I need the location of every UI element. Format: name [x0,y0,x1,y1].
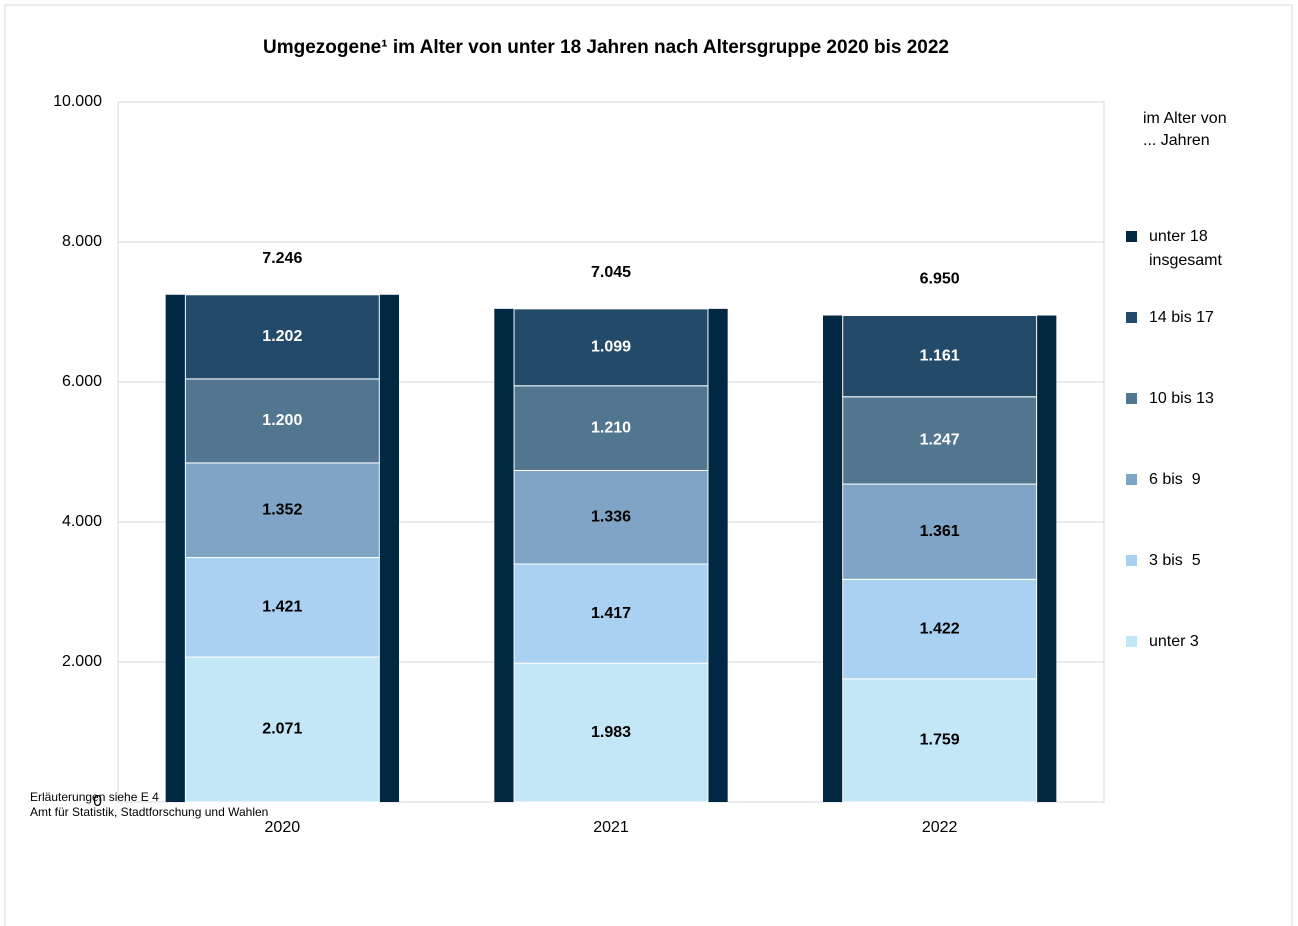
legend-swatch [1126,555,1137,566]
legend-swatch [1126,636,1137,647]
legend-label: 6 bis 9 [1149,471,1201,488]
footnote: Amt für Statistik, Stadtforschung und Wa… [30,805,269,819]
y-tick-label: 10.000 [53,93,102,110]
data-label: 1.421 [262,599,302,616]
data-label: 1.099 [591,339,631,356]
data-label: 1.200 [262,412,302,429]
bar-segment [184,462,380,559]
bar-segment [513,469,709,565]
bar-segment [184,656,380,803]
legend-item: 6 bis 9 [1126,469,1266,550]
data-label: 1.983 [591,724,631,741]
legend-title: im Alter von ... Jahren [1143,108,1251,152]
legend: im Alter von ... Jahren unter 18 insgesamt… [1126,108,1266,712]
y-tick-label: 4.000 [62,513,102,530]
footnote: Erläuterungen siehe E 4 [30,790,159,804]
legend-title-line: ... Jahren [1143,132,1210,149]
legend-swatch [1126,393,1137,404]
total-label: 6.950 [920,271,960,288]
bar-segment [184,557,380,658]
data-label: 1.161 [920,347,960,364]
y-tick-label: 6.000 [62,373,102,390]
bar-segment [842,483,1038,580]
bar-segment [842,678,1038,803]
bar-segment [842,396,1038,485]
data-label: 1.202 [262,328,302,345]
total-label: 7.045 [591,264,631,281]
legend-spacer [1126,152,1266,226]
data-label: 1.759 [920,732,960,749]
frame [4,4,1293,926]
legend-item: unter 18 insgesamt [1126,226,1266,307]
bar-segment [513,563,709,664]
x-tick-label: 2022 [922,819,958,836]
x-tick-label: 2020 [265,819,301,836]
footnotes: Erläuterungen siehe E 4 Amt für Statisti… [30,790,268,820]
legend-swatch [1126,312,1137,323]
data-label: 1.352 [262,501,302,518]
bar-segment [184,294,380,380]
data-label: 1.417 [591,605,631,622]
legend-label: 10 bis 13 [1149,390,1214,407]
bar-segment [842,315,1038,398]
legend-label: 3 bis 5 [1149,552,1201,569]
data-label: 1.361 [920,523,960,540]
legend-item: unter 3 [1126,631,1266,712]
x-tick-label: 2021 [593,819,629,836]
bar-segment [513,385,709,471]
y-tick-label: 8.000 [62,233,102,250]
bar-segment [184,378,380,464]
legend-label: 14 bis 17 [1149,309,1214,326]
legend-item: 10 bis 13 [1126,388,1266,469]
legend-swatch [1126,231,1137,242]
total-label: 7.246 [262,250,302,267]
data-label: 1.247 [920,432,960,449]
data-label: 1.210 [591,419,631,436]
bar-segment [842,578,1038,680]
legend-item: 3 bis 5 [1126,550,1266,631]
legend-item: 14 bis 17 [1126,307,1266,388]
data-label: 2.071 [262,721,302,738]
legend-swatch [1126,474,1137,485]
legend-label: unter 3 [1149,633,1199,650]
bar-segment [513,662,709,803]
y-tick-label: 0 [93,793,102,810]
y-tick-label: 2.000 [62,653,102,670]
legend-title-line: im Alter von [1143,110,1227,127]
chart-title: Umgezogene¹ im Alter von unter 18 Jahren… [263,37,949,58]
bar-segment [513,308,709,387]
legend-label: unter 18 insgesamt [1149,228,1222,269]
data-label: 1.422 [920,620,960,637]
data-label: 1.336 [591,508,631,525]
